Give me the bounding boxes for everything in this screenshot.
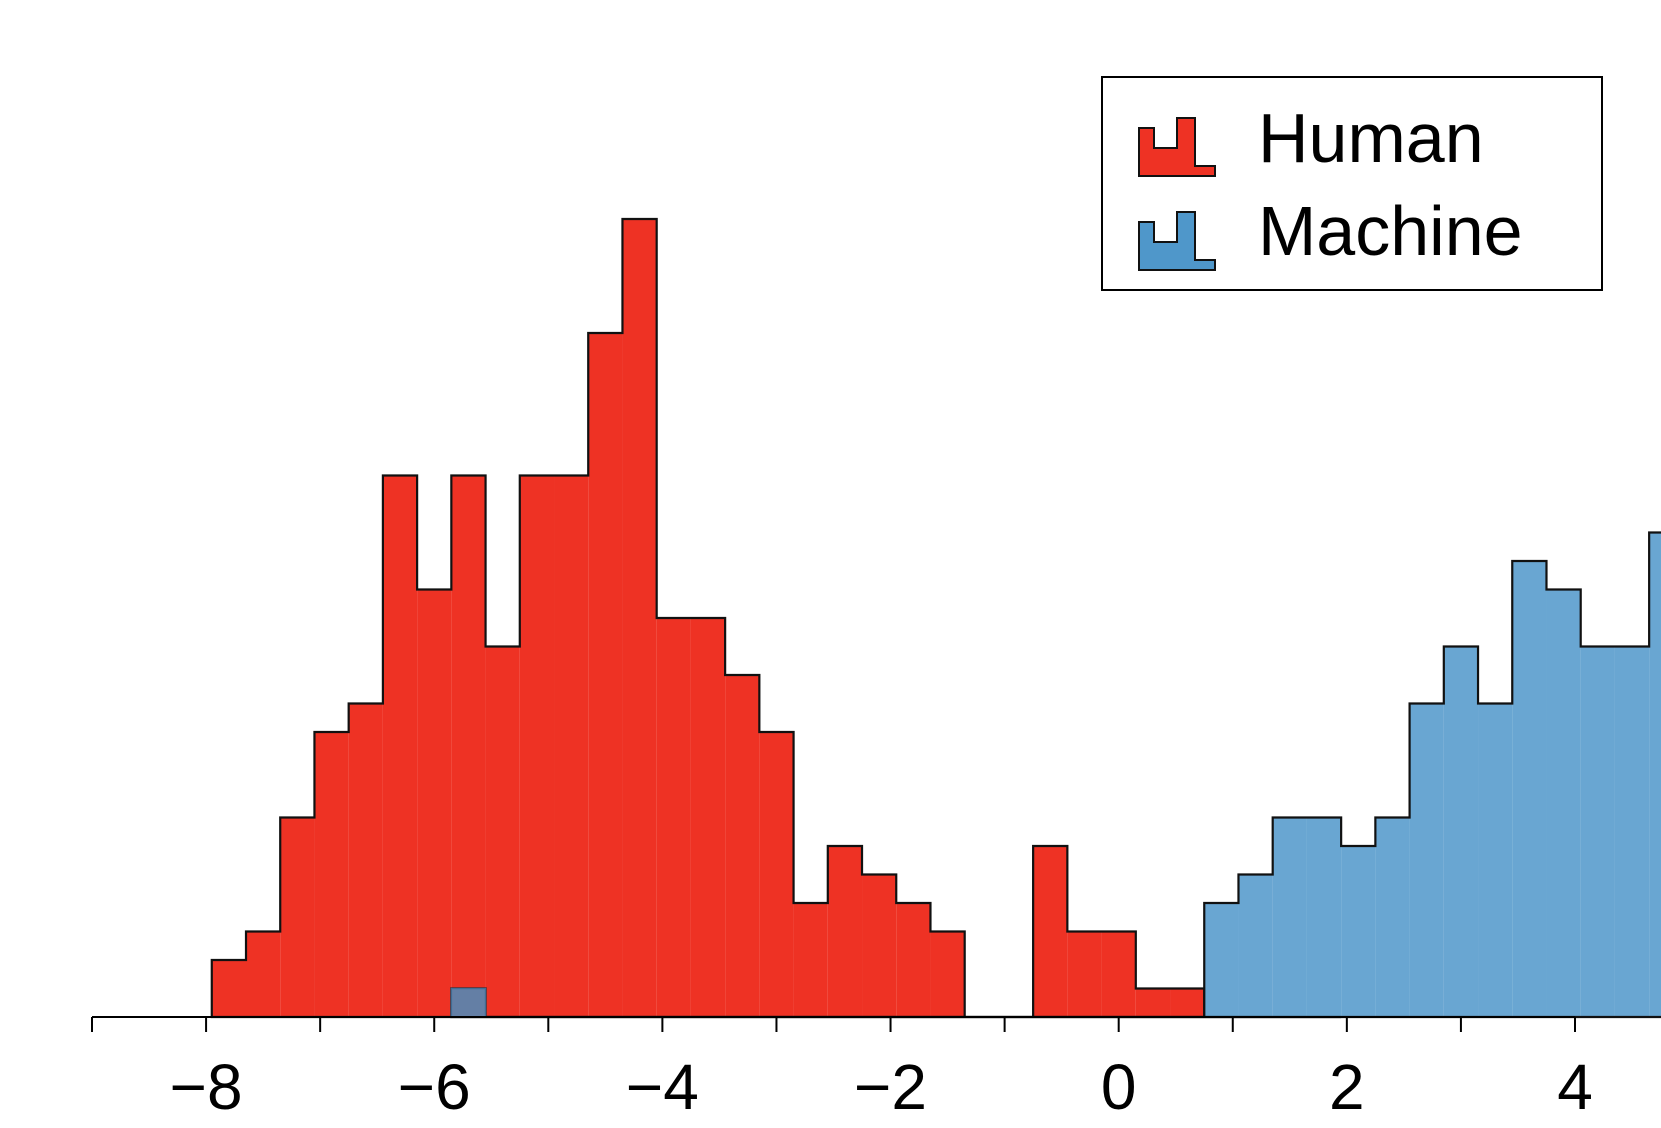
human-histogram bbox=[212, 219, 1341, 1017]
human-bar bbox=[349, 704, 383, 1018]
x-tick-label: 4 bbox=[1557, 1051, 1593, 1123]
machine-bar bbox=[1649, 533, 1661, 1018]
human-bar bbox=[691, 618, 725, 1017]
machine-bar bbox=[1546, 590, 1580, 1018]
x-tick-label: 2 bbox=[1329, 1051, 1365, 1123]
machine-bar bbox=[1204, 903, 1238, 1017]
human-bar bbox=[759, 732, 793, 1017]
human-bar bbox=[1102, 932, 1136, 1018]
overlap-histogram bbox=[451, 989, 485, 1018]
machine-bar bbox=[1410, 704, 1444, 1018]
human-bar bbox=[930, 932, 964, 1018]
legend-machine-label: Machine bbox=[1258, 192, 1523, 270]
human-bar bbox=[486, 647, 520, 1018]
human-bar bbox=[657, 618, 691, 1017]
human-bar bbox=[1170, 989, 1204, 1018]
machine-bar bbox=[1615, 647, 1649, 1018]
human-bar bbox=[862, 875, 896, 1018]
human-bar bbox=[554, 476, 588, 1018]
human-bar bbox=[280, 818, 314, 1018]
human-bar bbox=[383, 476, 417, 1018]
x-tick-label: 0 bbox=[1101, 1051, 1137, 1123]
human-bar bbox=[725, 675, 759, 1017]
human-bar bbox=[451, 476, 485, 1018]
machine-bar bbox=[1273, 818, 1307, 1018]
machine-bar bbox=[1307, 818, 1341, 1018]
legend: Human Machine bbox=[1102, 77, 1602, 290]
machine-bar bbox=[1238, 875, 1272, 1018]
x-tick-label: −8 bbox=[170, 1051, 243, 1123]
overlap-bar bbox=[451, 989, 485, 1018]
human-bar bbox=[520, 476, 554, 1018]
legend-human-label: Human bbox=[1258, 99, 1484, 177]
machine-bar bbox=[1512, 561, 1546, 1017]
human-bar bbox=[417, 590, 451, 1018]
human-bar bbox=[1067, 932, 1101, 1018]
human-bar bbox=[1136, 989, 1170, 1018]
human-bar bbox=[794, 903, 828, 1017]
x-tick-label: −2 bbox=[854, 1051, 927, 1123]
machine-bar bbox=[1341, 846, 1375, 1017]
human-bar bbox=[314, 732, 348, 1017]
machine-bar bbox=[1581, 647, 1615, 1018]
human-bar bbox=[828, 846, 862, 1017]
x-tick-label: −4 bbox=[626, 1051, 699, 1123]
human-bar bbox=[622, 219, 656, 1017]
x-axis: −8 −6 −4 −2 0 2 4 bbox=[92, 1017, 1593, 1123]
human-bar bbox=[588, 333, 622, 1017]
machine-bar bbox=[1444, 647, 1478, 1018]
human-bar bbox=[246, 932, 280, 1018]
human-bar bbox=[896, 903, 930, 1017]
machine-bar bbox=[1478, 704, 1512, 1018]
x-tick-label: −6 bbox=[398, 1051, 471, 1123]
machine-bar bbox=[1375, 818, 1409, 1018]
human-bar bbox=[212, 960, 246, 1017]
human-bar bbox=[1033, 846, 1067, 1017]
